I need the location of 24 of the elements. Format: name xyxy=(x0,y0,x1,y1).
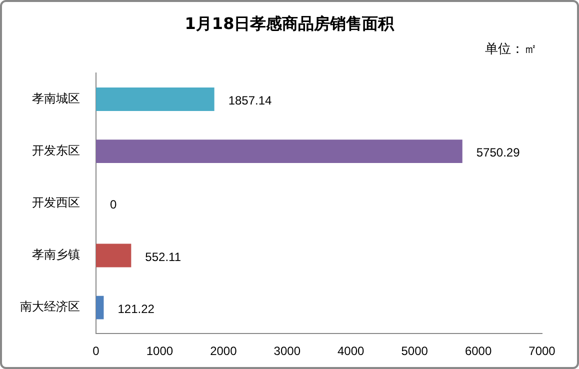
chart-title: 1月18日孝感商品房销售面积 xyxy=(184,13,396,35)
y-tick-label: 孝南城区 xyxy=(32,91,80,106)
x-tick-label: 2000 xyxy=(210,344,238,358)
x-tick-label: 0 xyxy=(92,344,100,358)
x-tick-label: 3000 xyxy=(274,344,301,358)
bar xyxy=(96,140,462,164)
text: 单位：㎡ xyxy=(485,41,537,58)
y-tick-label: 开发东区 xyxy=(32,143,80,158)
x-tick-label: 4000 xyxy=(338,344,365,358)
x-tick-label: 1000 xyxy=(146,344,174,358)
bar xyxy=(96,296,104,320)
x-tick-label: 6000 xyxy=(464,344,492,358)
data-label: 1857.14 xyxy=(228,94,272,108)
bar xyxy=(96,88,214,111)
data-label: 5750.29 xyxy=(476,146,520,160)
data-label: 552.11 xyxy=(145,250,182,264)
data-label: 0 xyxy=(110,198,117,212)
x-tick-label: 7000 xyxy=(528,344,556,358)
y-tick-label: 开发西区 xyxy=(32,196,80,210)
data-label: 121.22 xyxy=(118,302,155,316)
x-tick-label: 5000 xyxy=(401,344,428,358)
bar xyxy=(96,244,132,268)
y-tick-label: 南大经济区 xyxy=(20,300,80,314)
y-tick-label: 孝南乡镇 xyxy=(32,248,80,262)
